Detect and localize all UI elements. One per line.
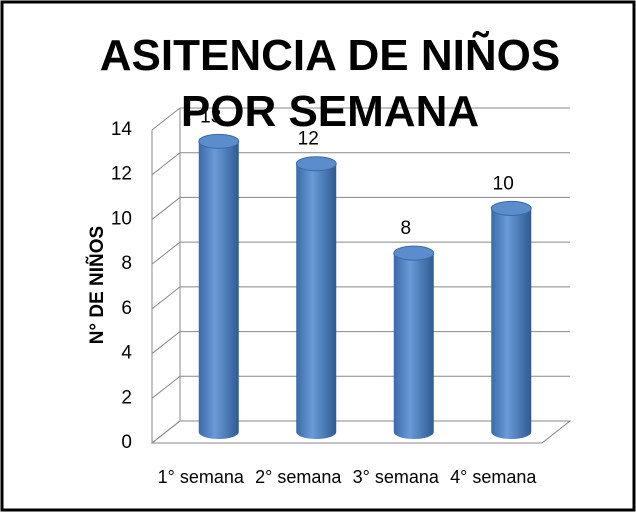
y-tick-label: 0 (121, 432, 132, 453)
y-tick-label: 4 (121, 343, 132, 364)
grid-line (151, 107, 570, 131)
grid-line (151, 241, 570, 265)
grid-line (151, 375, 570, 399)
x-tick-label: 1° semana (158, 467, 245, 487)
x-tick-label: 3° semana (353, 467, 440, 487)
value-label: 8 (400, 218, 411, 239)
grid-line (151, 331, 570, 354)
y-axis-label: N° DE NIÑOS (86, 226, 108, 344)
bar-top (295, 156, 337, 172)
y-tick-label: 2 (121, 387, 132, 408)
value-label: 13 (200, 106, 221, 127)
grid-line (151, 420, 570, 444)
bar (490, 200, 532, 439)
y-tick-label: 10 (111, 208, 132, 229)
bar (295, 156, 337, 439)
x-tick-label: 2° semana (255, 467, 342, 487)
y-tick-label: 12 (111, 164, 132, 185)
y-tick-label: 8 (121, 253, 132, 274)
grid-line (151, 286, 570, 310)
grid-line (151, 196, 570, 220)
chart-title: ASITENCIA DE NIÑOS POR SEMANA (99, 31, 561, 136)
bar-top (198, 133, 240, 149)
bar-body (393, 253, 434, 439)
value-label: 12 (298, 129, 319, 150)
bar (393, 245, 435, 439)
bar-top (490, 200, 532, 216)
bar-body (198, 141, 239, 439)
bar (198, 133, 240, 439)
bar-body (491, 208, 532, 439)
grid-line (151, 152, 570, 176)
bar-top (393, 245, 435, 261)
value-label: 10 (493, 173, 514, 194)
y-tick-label: 14 (111, 119, 133, 140)
x-tick-label: 4° semana (450, 467, 537, 487)
y-tick-label: 6 (121, 298, 132, 319)
bar-body (296, 163, 337, 439)
